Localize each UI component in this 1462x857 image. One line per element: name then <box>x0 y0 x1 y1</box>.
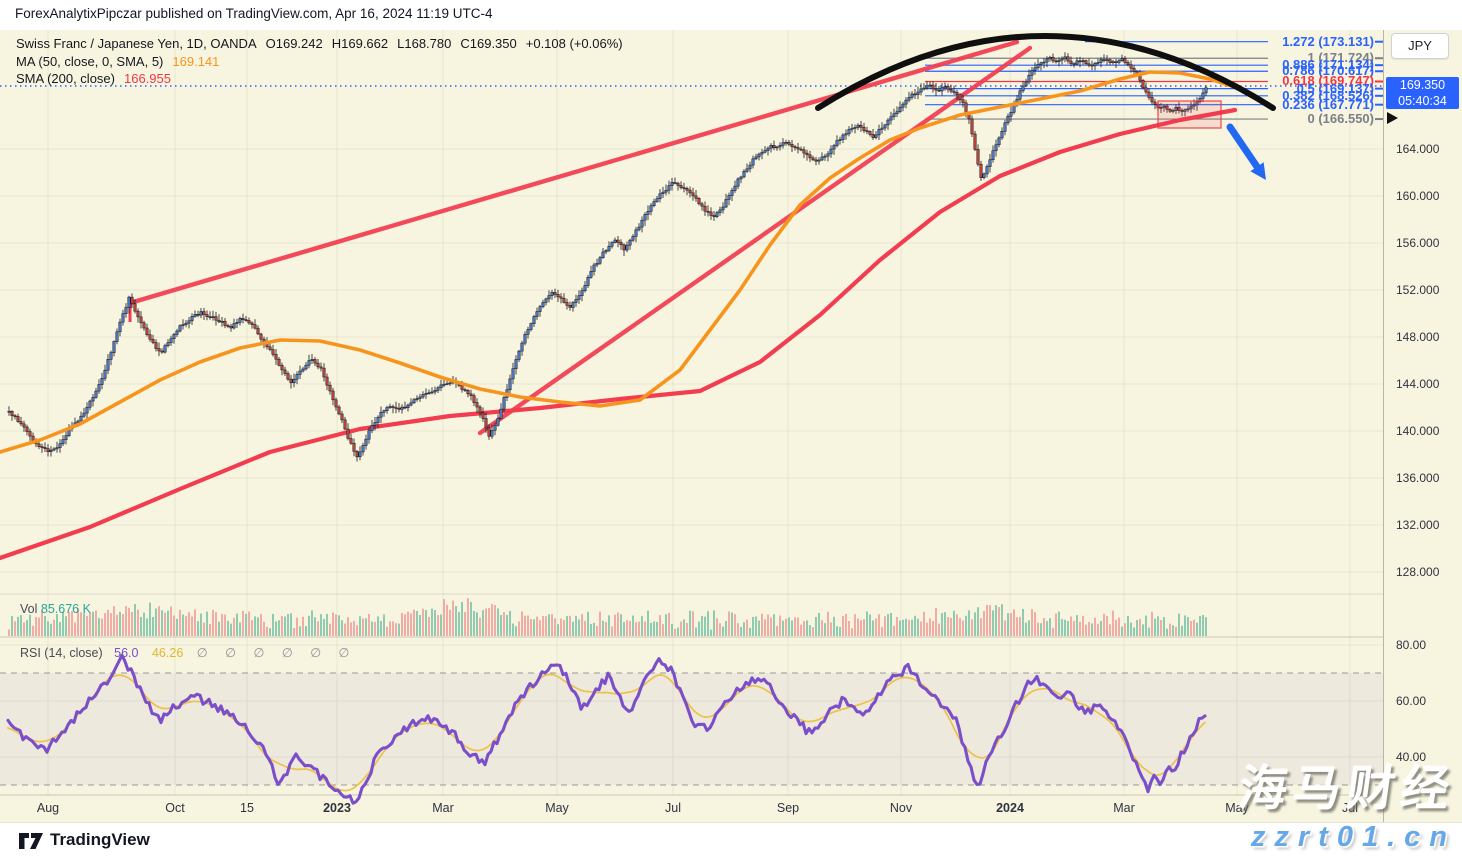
sma200-row[interactable]: SMA (200, close) 166.955 <box>16 70 623 88</box>
ma50-value: 169.141 <box>172 53 220 69</box>
tradingview-logo-icon[interactable] <box>18 830 45 852</box>
attribution-bar: ForexAnalytixPipczar published on Tradin… <box>0 0 1462 31</box>
time-axis-label: Oct <box>165 801 185 815</box>
last-price-badge: 169.350 05:40:34 <box>1386 77 1459 109</box>
rsi-label: RSI (14, close) <box>20 646 103 660</box>
rsi-legend[interactable]: RSI (14, close) 56.0 46.26 ∅ ∅ ∅ ∅ ∅ ∅ <box>20 645 356 660</box>
volume-value: 85.676 K <box>40 602 91 616</box>
currency-button[interactable]: JPY <box>1391 33 1449 59</box>
ohlc-close: C169.350 <box>460 36 517 51</box>
price-axis-label: 128.000 <box>1396 565 1440 579</box>
last-price: 169.350 <box>1399 78 1446 92</box>
rsi-value: 56.0 <box>114 646 139 660</box>
price-axis-label: 132.000 <box>1396 518 1440 532</box>
ohlc-low: L168.780 <box>397 36 452 51</box>
tradingview-brand[interactable]: TradingView <box>50 830 150 849</box>
rsi-empty-slots: ∅ ∅ ∅ ∅ ∅ ∅ <box>196 646 357 660</box>
sma200-value: 166.955 <box>124 71 171 86</box>
price-axis-label: 144.000 <box>1396 377 1440 391</box>
footer: TradingView <box>0 822 1462 857</box>
volume-label: Vol <box>20 602 38 616</box>
time-axis-label: Mar <box>1113 801 1135 815</box>
time-axis-label: Jul <box>1342 801 1358 815</box>
price-axis-label: 164.000 <box>1396 142 1440 156</box>
symbol-row[interactable]: Swiss Franc / Japanese Yen, 1D, OANDA O1… <box>16 35 623 53</box>
price-axis-label: 156.000 <box>1396 236 1440 250</box>
time-axis-label: Aug <box>36 801 60 815</box>
time-axis-label: May <box>1225 801 1249 815</box>
time-axis-label: Jul <box>665 801 681 815</box>
time-axis-label: 2024 <box>996 801 1024 815</box>
volume-legend[interactable]: Vol 85.676 K <box>20 602 91 616</box>
time-axis-label: 2023 <box>323 801 351 815</box>
time-axis-label: Mar <box>432 801 454 815</box>
time-axis[interactable]: Aug Oct 15 2023 Mar May Jul Sep Nov 2024 Mar May Jul <box>0 795 1383 822</box>
chart-area[interactable]: Swiss Franc / Japanese Yen, 1D, OANDA O1… <box>0 30 1462 853</box>
sma200-label: SMA (200, close) <box>16 71 115 86</box>
price-axis-label: 152.000 <box>1396 283 1440 297</box>
legend: Swiss Franc / Japanese Yen, 1D, OANDA O1… <box>16 35 623 88</box>
ohlc-change: +0.108 (+0.06%) <box>525 36 623 51</box>
ma50-label: MA (50, close, 0, SMA, 5) <box>16 53 164 69</box>
rsi-axis-label: 80.00 <box>1396 638 1427 652</box>
rsi-signal-value: 46.26 <box>151 646 184 660</box>
price-marker-arrow-icon <box>1387 112 1398 124</box>
time-axis-label: May <box>545 801 569 815</box>
ohlc-open: O169.242 <box>265 36 323 51</box>
price-axis[interactable]: JPY 169.350 05:40:34 164.000 160.000 156.0… <box>1383 30 1462 822</box>
chart-canvas[interactable] <box>0 30 1462 822</box>
price-axis-label: 148.000 <box>1396 330 1440 344</box>
time-axis-label: Sep <box>776 801 800 815</box>
time-axis-label: Nov <box>889 801 913 815</box>
rsi-axis-label: 60.00 <box>1396 694 1427 708</box>
symbol-title: Swiss Franc / Japanese Yen, 1D, OANDA <box>16 36 257 51</box>
price-axis-label: 160.000 <box>1396 189 1440 203</box>
ohlc-high: H169.662 <box>331 36 389 51</box>
rsi-axis-label: 40.00 <box>1396 750 1427 764</box>
ma50-row[interactable]: MA (50, close, 0, SMA, 5) 169.141 <box>16 53 623 71</box>
price-axis-label: 136.000 <box>1396 471 1440 485</box>
bar-countdown: 05:40:34 <box>1398 94 1447 108</box>
price-axis-label: 140.000 <box>1396 424 1440 438</box>
attribution-text: ForexAnalytixPipczar published on Tradin… <box>15 6 493 21</box>
time-axis-label: 15 <box>240 801 254 815</box>
